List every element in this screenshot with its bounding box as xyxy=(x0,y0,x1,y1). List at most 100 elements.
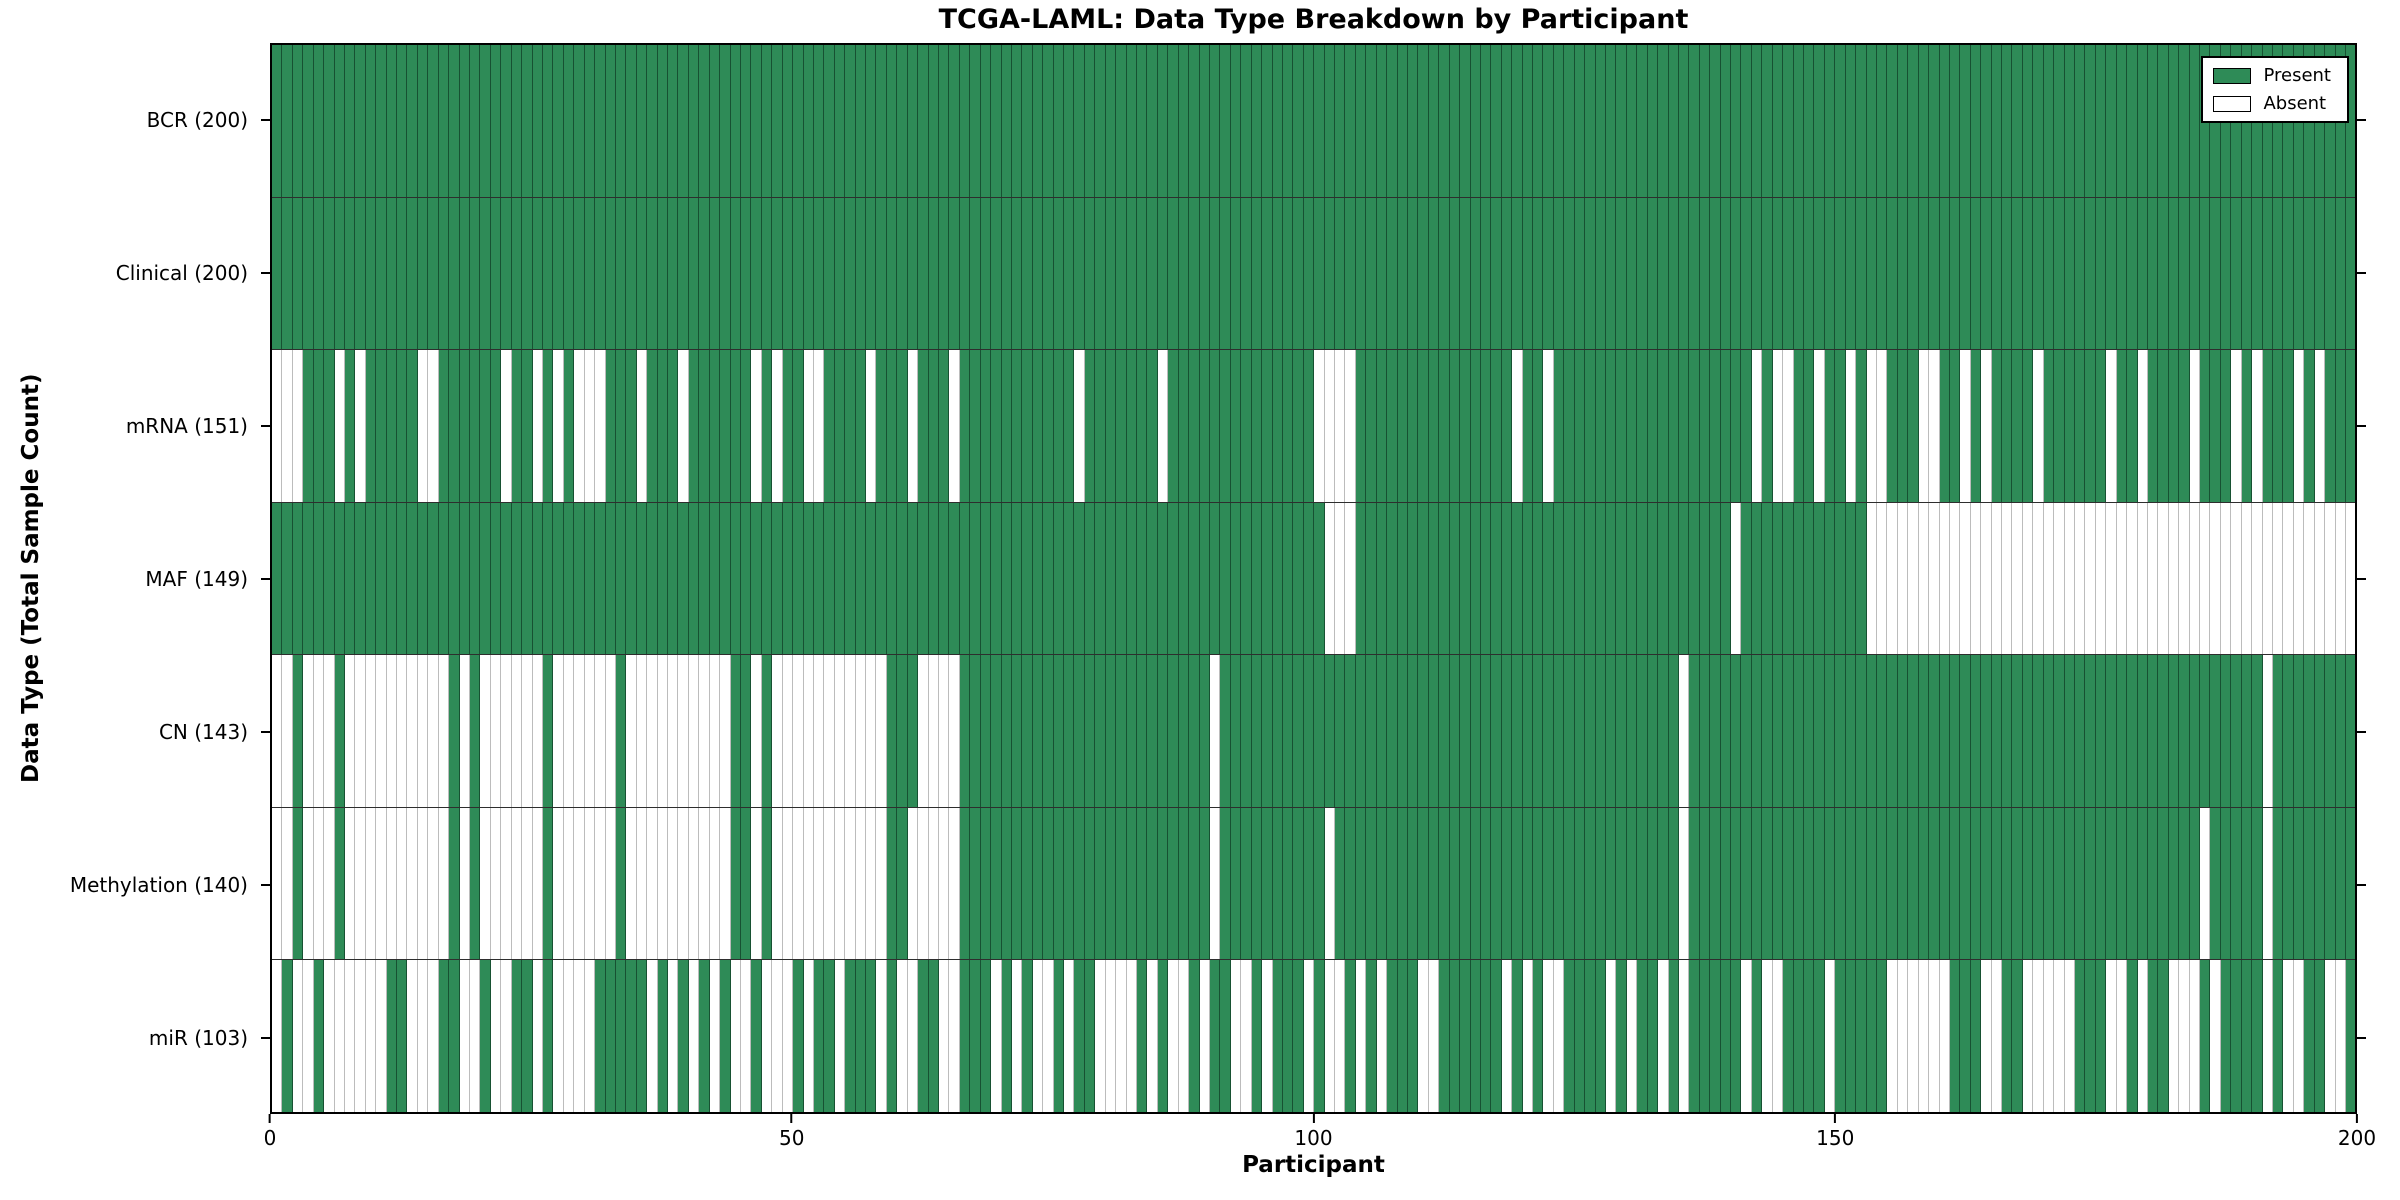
heatmap-cell xyxy=(522,45,533,197)
heatmap-cell xyxy=(376,655,387,807)
heatmap-cell xyxy=(386,350,398,502)
heatmap-cell xyxy=(1272,807,1283,960)
heatmap-cell xyxy=(1178,807,1190,960)
heatmap-cell xyxy=(1064,350,1075,502)
heatmap-cell xyxy=(959,197,971,350)
heatmap-cell xyxy=(1793,45,1805,197)
heatmap-cell xyxy=(605,807,616,960)
heatmap-cell xyxy=(1647,807,1659,960)
heatmap-cell xyxy=(1689,197,1700,350)
heatmap-cell xyxy=(1949,960,1961,1113)
heatmap-cell xyxy=(928,960,939,1113)
heatmap-cell xyxy=(668,45,679,197)
heatmap-cell xyxy=(1491,45,1502,197)
heatmap-cell xyxy=(1647,350,1659,502)
heatmap-cell xyxy=(344,502,356,655)
heatmap-cell xyxy=(1804,502,1815,655)
heatmap-cell xyxy=(2022,350,2034,502)
heatmap-cell xyxy=(1460,960,1471,1113)
heatmap-cell xyxy=(584,197,596,350)
heatmap-cell xyxy=(334,197,345,350)
heatmap-cell xyxy=(2273,655,2284,807)
heatmap-cell xyxy=(2262,502,2273,655)
heatmap-cell xyxy=(1303,350,1315,502)
heatmap-cell xyxy=(636,502,648,655)
heatmap-cell xyxy=(1460,350,1471,502)
heatmap-cell xyxy=(1553,655,1565,807)
heatmap-cell xyxy=(1991,960,2003,1113)
heatmap-cell xyxy=(2158,45,2169,197)
heatmap-cell xyxy=(449,350,460,502)
heatmap-cell xyxy=(1282,45,1294,197)
heatmap-cell xyxy=(522,960,533,1113)
heatmap-cell xyxy=(1032,502,1044,655)
heatmap-cell xyxy=(1178,502,1190,655)
heatmap-cell xyxy=(615,655,627,807)
heatmap-cell xyxy=(657,197,669,350)
heatmap-cell xyxy=(699,45,710,197)
heatmap-cell xyxy=(1376,197,1388,350)
heatmap-cell xyxy=(2064,502,2075,655)
heatmap-cell xyxy=(688,45,700,197)
heatmap-cell xyxy=(2147,807,2159,960)
heatmap-cell xyxy=(1491,655,1502,807)
heatmap-cell xyxy=(1272,45,1283,197)
heatmap-cell xyxy=(793,350,804,502)
heatmap-cell xyxy=(1053,502,1065,655)
heatmap-cell xyxy=(1324,350,1336,502)
heatmap-cell xyxy=(1126,655,1138,807)
heatmap-cell xyxy=(501,960,512,1113)
heatmap-cell xyxy=(1230,807,1242,960)
heatmap-cell xyxy=(1606,502,1617,655)
heatmap-cell xyxy=(428,502,439,655)
heatmap-cell xyxy=(449,502,460,655)
heatmap-cell xyxy=(1793,807,1805,960)
heatmap-cell xyxy=(668,655,679,807)
heatmap-cell xyxy=(2022,45,2034,197)
heatmap-cell xyxy=(1887,350,1898,502)
heatmap-cell xyxy=(1491,502,1502,655)
heatmap-cell xyxy=(1553,960,1565,1113)
heatmap-cell xyxy=(511,350,523,502)
heatmap-cell xyxy=(918,807,929,960)
heatmap-cell xyxy=(1074,807,1085,960)
heatmap-cell xyxy=(282,197,293,350)
heatmap-cell xyxy=(803,807,814,960)
heatmap-cell xyxy=(542,197,554,350)
heatmap-cell xyxy=(397,45,408,197)
heatmap-cell xyxy=(845,502,856,655)
heatmap-cell xyxy=(1064,502,1075,655)
heatmap-cell xyxy=(2085,655,2096,807)
heatmap-cell xyxy=(1001,350,1012,502)
heatmap-cell xyxy=(1282,502,1294,655)
heatmap-cell xyxy=(1637,502,1648,655)
heatmap-cell xyxy=(751,807,762,960)
heatmap-cell xyxy=(1960,807,1971,960)
heatmap-cell xyxy=(2189,197,2201,350)
heatmap-cell xyxy=(1824,807,1836,960)
heatmap-cell xyxy=(480,807,491,960)
heatmap-cell xyxy=(1501,197,1513,350)
heatmap-cell xyxy=(1751,350,1763,502)
heatmap-cell xyxy=(1501,45,1513,197)
heatmap-cell xyxy=(1970,807,1982,960)
heatmap-cell xyxy=(1553,502,1565,655)
heatmap-cell xyxy=(386,960,398,1113)
heatmap-cell xyxy=(2210,350,2221,502)
heatmap-cell xyxy=(1084,807,1096,960)
heatmap-cell xyxy=(2168,655,2180,807)
heatmap-cell xyxy=(1991,807,2003,960)
heatmap-cell xyxy=(2022,502,2034,655)
heatmap-cell xyxy=(751,502,762,655)
heatmap-cell xyxy=(991,350,1002,502)
heatmap-cell xyxy=(1470,350,1481,502)
heatmap-cell xyxy=(866,807,877,960)
heatmap-cell xyxy=(1981,350,1992,502)
heatmap-cell xyxy=(2085,197,2096,350)
heatmap-cell xyxy=(1668,960,1679,1113)
heatmap-cell xyxy=(1199,502,1210,655)
heatmap-cell xyxy=(2335,197,2346,350)
heatmap-cell xyxy=(1011,45,1023,197)
heatmap-cell xyxy=(1199,807,1210,960)
